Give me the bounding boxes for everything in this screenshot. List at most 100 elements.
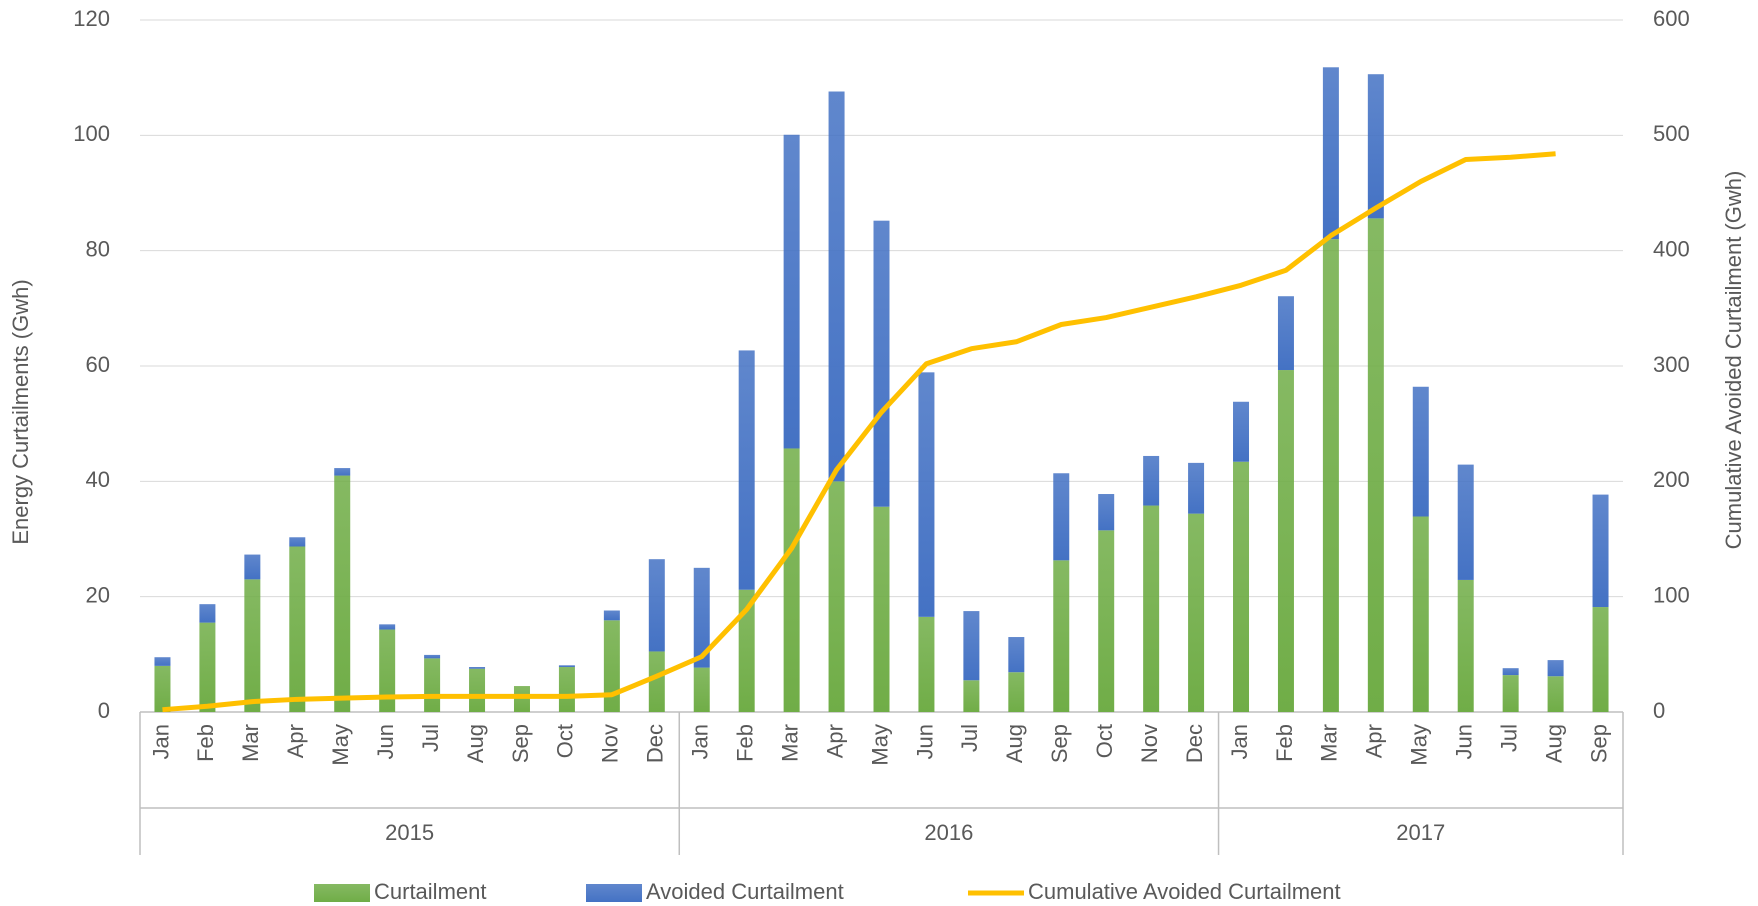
bar: [334, 468, 351, 476]
x-tick-label: Jul: [1496, 724, 1521, 752]
x-tick-label: Mar: [1317, 724, 1342, 762]
x-tick-label: Dec: [643, 724, 668, 763]
y-axis-title: Energy Curtailments (Gwh): [8, 279, 33, 544]
bar: [1233, 401, 1250, 462]
group-label: 2016: [924, 820, 973, 845]
bar: [1098, 494, 1115, 531]
x-tick-label: Feb: [732, 724, 757, 762]
bar: [469, 668, 486, 712]
bar: [1502, 675, 1519, 712]
bar: [1457, 579, 1474, 712]
bar: [154, 657, 171, 666]
bar: [1053, 473, 1070, 561]
legend-swatch: [586, 884, 642, 902]
bar: [738, 589, 755, 712]
bar: [1322, 239, 1339, 712]
bar: [963, 680, 980, 712]
bar: [873, 220, 890, 507]
bar: [783, 134, 800, 449]
bar: [693, 667, 710, 712]
bar: [469, 667, 486, 669]
bar: [1053, 560, 1070, 712]
bar: [693, 567, 710, 668]
legend-label: Avoided Curtailment: [646, 879, 844, 904]
x-tick-label: Oct: [1092, 724, 1117, 758]
bar: [513, 686, 530, 712]
x-tick-label: Aug: [463, 724, 488, 763]
y2-tick-label: 200: [1653, 467, 1690, 492]
x-tick-label: May: [867, 724, 892, 766]
group-label: 2017: [1396, 820, 1445, 845]
y-tick-label: 120: [73, 6, 110, 31]
x-tick-label: Apr: [1362, 724, 1387, 758]
y-tick-label: 60: [86, 352, 110, 377]
bar: [1367, 74, 1384, 219]
bar: [289, 537, 306, 547]
y2-axis-title: Cumulative Avoided Curtailment (Gwh): [1721, 171, 1746, 550]
x-tick-label: Apr: [822, 724, 847, 758]
legend-label: Curtailment: [374, 879, 486, 904]
bar: [603, 610, 620, 621]
y2-tick-label: 0: [1653, 698, 1665, 723]
x-tick-label: Feb: [193, 724, 218, 762]
y2-tick-label: 600: [1653, 6, 1690, 31]
bar: [1412, 386, 1429, 517]
x-tick-label: Jul: [957, 724, 982, 752]
bar: [424, 654, 441, 659]
x-tick-label: Jul: [418, 724, 443, 752]
y2-tick-label: 300: [1653, 352, 1690, 377]
bar: [1547, 660, 1564, 677]
bar: [1188, 513, 1205, 712]
bar: [1188, 462, 1205, 514]
x-tick-label: Mar: [238, 724, 263, 762]
bar: [648, 651, 665, 712]
x-tick-label: Dec: [1182, 724, 1207, 763]
bar: [1547, 676, 1564, 712]
bar: [1143, 455, 1160, 506]
bar: [828, 91, 845, 482]
bar: [244, 554, 261, 580]
x-tick-label: Aug: [1541, 724, 1566, 763]
bar: [1592, 494, 1609, 608]
x-tick-label: Jun: [1452, 724, 1477, 759]
bar: [873, 506, 890, 712]
x-tick-label: Jan: [1227, 724, 1252, 759]
group-label: 2015: [385, 820, 434, 845]
bar: [918, 372, 935, 617]
bar: [1592, 607, 1609, 712]
legend-label: Cumulative Avoided Curtailment: [1028, 879, 1341, 904]
x-tick-label: May: [328, 724, 353, 766]
bar: [1233, 461, 1250, 712]
x-tick-label: Sep: [1586, 724, 1611, 763]
x-tick-label: Mar: [777, 724, 802, 762]
bar: [1412, 516, 1429, 712]
legend-swatch: [314, 884, 370, 902]
x-tick-label: Jan: [148, 724, 173, 759]
y-tick-label: 100: [73, 121, 110, 146]
bar: [1367, 218, 1384, 712]
bar: [1143, 505, 1160, 712]
bar: [783, 448, 800, 712]
y2-tick-label: 100: [1653, 582, 1690, 607]
bar: [918, 616, 935, 712]
x-tick-label: Jun: [373, 724, 398, 759]
bar: [1457, 464, 1474, 580]
bar: [738, 350, 755, 590]
bar: [558, 667, 575, 712]
y-tick-label: 80: [86, 236, 110, 261]
bar: [603, 620, 620, 712]
bar: [289, 546, 306, 712]
y2-tick-label: 500: [1653, 121, 1690, 146]
bar: [334, 475, 351, 712]
bar: [1502, 668, 1519, 676]
x-tick-label: Sep: [1047, 724, 1072, 763]
y2-tick-label: 400: [1653, 236, 1690, 261]
bar: [1008, 672, 1025, 712]
bar: [558, 665, 575, 668]
bar: [1277, 370, 1294, 712]
bar: [424, 658, 441, 712]
bar: [244, 579, 261, 712]
y-tick-label: 0: [98, 698, 110, 723]
bar: [199, 622, 216, 712]
bar: [828, 481, 845, 712]
